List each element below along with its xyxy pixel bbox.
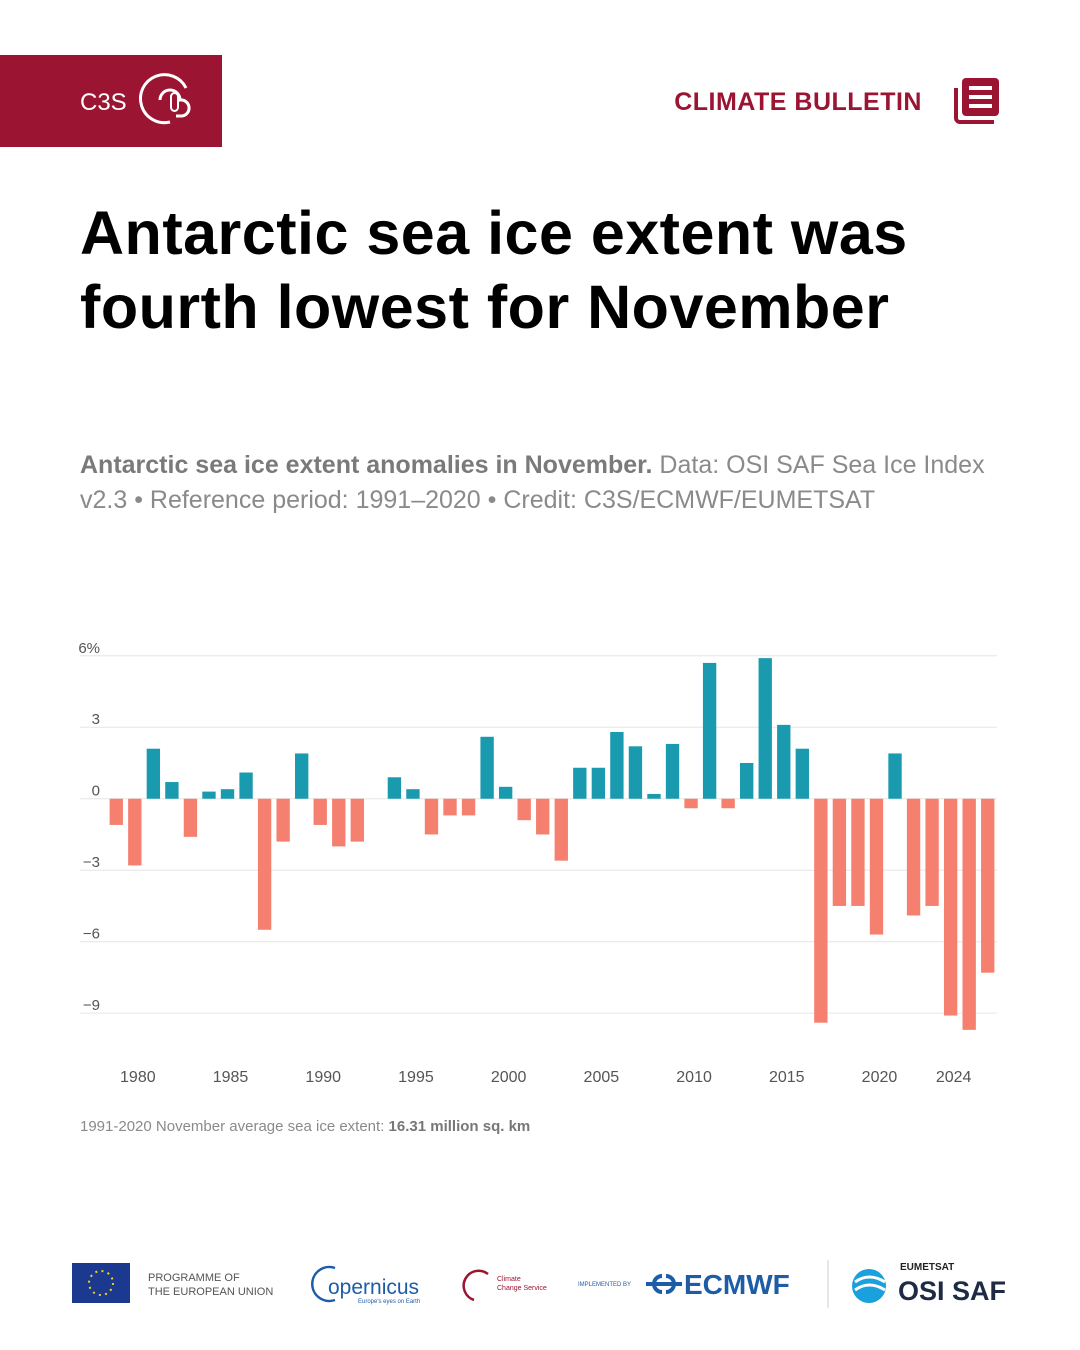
bar xyxy=(313,798,327,825)
bar xyxy=(684,798,698,809)
bar xyxy=(962,798,976,1030)
bar xyxy=(257,798,272,930)
bar xyxy=(424,798,439,835)
bar xyxy=(109,798,123,825)
bar xyxy=(981,798,995,973)
subtitle: Antarctic sea ice extent anomalies in No… xyxy=(80,448,1010,518)
bar xyxy=(628,746,643,799)
bar xyxy=(573,767,587,799)
bar xyxy=(591,767,606,799)
bulletin-label: CLIMATE BULLETIN xyxy=(674,88,922,116)
x-tick-label: 2024 xyxy=(936,1069,972,1086)
bar xyxy=(851,798,865,906)
bar xyxy=(202,791,216,799)
bar xyxy=(276,798,290,842)
eu-stars xyxy=(88,1270,114,1296)
bar xyxy=(814,798,828,1023)
bar xyxy=(443,798,457,816)
footer-logos: PROGRAMME OF THE EUROPEAN UNION opernicu… xyxy=(72,1260,1006,1308)
bar xyxy=(406,789,420,799)
bar xyxy=(702,662,717,799)
x-tick-label: 2015 xyxy=(769,1069,805,1086)
eu-flag xyxy=(72,1263,130,1303)
bar xyxy=(721,798,735,809)
footnote-value: 16.31 million sq. km xyxy=(388,1118,531,1135)
brand-name: C3S xyxy=(80,89,127,116)
bar xyxy=(480,736,494,799)
bar xyxy=(295,753,309,799)
c3s-icon xyxy=(462,1269,489,1302)
bar xyxy=(554,798,568,861)
x-tick-label: 2000 xyxy=(491,1069,527,1086)
c3s-text: Climate xyxy=(497,1276,521,1283)
bar xyxy=(888,753,902,799)
copernicus-c xyxy=(311,1265,336,1303)
bar xyxy=(647,793,661,799)
x-tick-label: 2010 xyxy=(676,1069,712,1086)
x-tick-label: 1990 xyxy=(305,1069,341,1086)
bar xyxy=(943,798,958,1016)
bar xyxy=(610,732,624,799)
bar xyxy=(146,748,161,799)
eumetsat-text: EUMETSAT xyxy=(900,1262,954,1273)
osisaf-icon xyxy=(854,1275,886,1292)
x-tick-label: 2005 xyxy=(584,1069,620,1086)
bar xyxy=(665,743,680,799)
y-tick-label: 6% xyxy=(78,640,100,657)
subtitle-bold: Antarctic sea ice extent anomalies in No… xyxy=(80,451,653,479)
osisaf-text: OSI SAF xyxy=(898,1276,1006,1306)
ecmwf-text: ECMWF xyxy=(684,1269,790,1300)
bar xyxy=(925,798,939,906)
chart-title: Antarctic sea ice extent was fourth lowe… xyxy=(80,199,908,341)
bar xyxy=(332,798,346,847)
bar xyxy=(461,798,476,816)
bar xyxy=(498,786,513,799)
bar xyxy=(795,748,809,799)
x-tick-label: 2020 xyxy=(862,1069,898,1086)
bar xyxy=(387,777,402,799)
y-tick-label: −6 xyxy=(83,926,100,943)
x-tick-label: 1995 xyxy=(398,1069,434,1086)
footnote-text: 1991-2020 November average sea ice exten… xyxy=(80,1118,385,1135)
bar xyxy=(239,772,253,799)
subtitle-text: Data: OSI SAF Sea Ice Index v2.3 • Refer… xyxy=(80,451,985,514)
y-tick-label: −9 xyxy=(83,997,100,1014)
y-tick-label: −3 xyxy=(83,854,100,871)
bulletin-icon xyxy=(954,78,999,124)
copernicus-tag: Europe's eyes on Earth xyxy=(358,1299,420,1305)
bar xyxy=(777,724,791,799)
eu-text: PROGRAMME OF xyxy=(148,1272,240,1284)
ecmwf-icon xyxy=(646,1274,682,1294)
bar xyxy=(220,789,235,799)
bar xyxy=(869,798,884,935)
y-tick-label: 0 xyxy=(92,783,100,800)
implemented-text: IMPLEMENTED BY xyxy=(578,1282,631,1288)
c3s-text: Change Service xyxy=(497,1285,547,1292)
copernicus-text: opernicus xyxy=(328,1276,419,1299)
bar xyxy=(517,798,531,821)
bar xyxy=(165,782,179,799)
x-tick-label: 1985 xyxy=(213,1069,249,1086)
bar xyxy=(183,798,198,837)
bar xyxy=(740,762,754,799)
brand-icon xyxy=(138,73,191,125)
bar xyxy=(128,798,142,866)
bar xyxy=(536,798,550,835)
bar xyxy=(350,798,364,842)
footnote: 1991-2020 November average sea ice exten… xyxy=(80,1118,530,1135)
bar xyxy=(758,658,772,799)
y-tick-label: 3 xyxy=(92,711,100,728)
x-tick-label: 1980 xyxy=(120,1069,156,1086)
chart: 6% 3 0 −3 −6 −9 1980 1985 1990 1995 2000 2005 2010 20… xyxy=(78,640,997,1086)
eu-text: THE EUROPEAN UNION xyxy=(148,1286,273,1298)
bar xyxy=(906,798,921,916)
bar xyxy=(832,798,847,906)
